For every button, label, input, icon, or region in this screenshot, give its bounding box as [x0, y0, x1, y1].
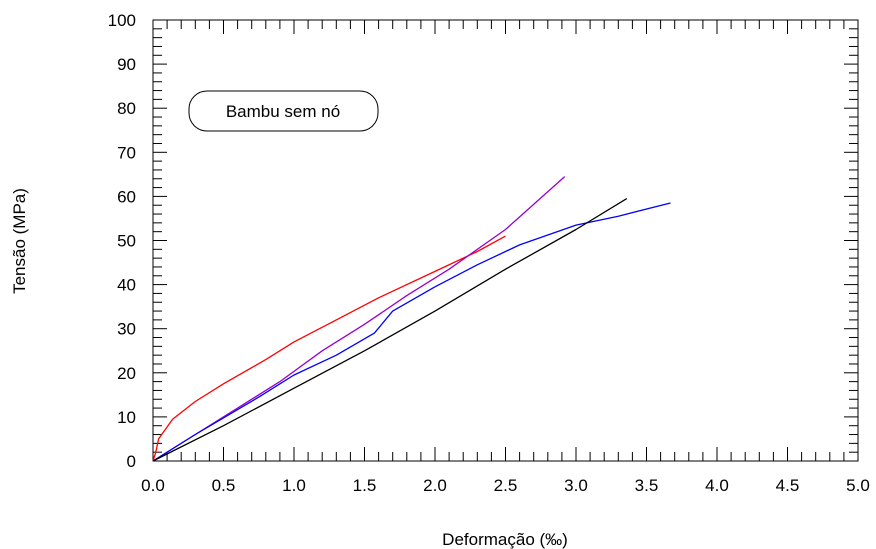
y-tick-label: 10: [117, 408, 136, 427]
y-axis-title: Tensão (MPa): [10, 188, 29, 294]
y-tick-label: 90: [117, 55, 136, 74]
x-tick-label: 5.0: [846, 476, 870, 495]
y-tick-label: 20: [117, 364, 136, 383]
x-tick-label: 4.5: [776, 476, 800, 495]
annotation-box: Bambu sem nó: [188, 90, 379, 132]
x-tick-label: 1.0: [282, 476, 306, 495]
y-tick-label: 100: [108, 11, 136, 30]
y-tick-label: 0: [127, 452, 136, 471]
x-tick-label: 3.0: [564, 476, 588, 495]
y-tick-label: 80: [117, 99, 136, 118]
y-tick-label: 70: [117, 143, 136, 162]
series-lines: [152, 176, 671, 462]
x-axis-ticks: 0.0 0.5 1.0 1.5 2.0 2.5 3.0 3.5 4.0 4.5 5.0: [141, 20, 870, 495]
annotation-frame: [188, 90, 379, 132]
y-tick-label: 30: [117, 320, 136, 339]
series-line-4: [152, 198, 628, 462]
series-line-2: [152, 176, 566, 462]
x-tick-label: 0.0: [141, 476, 165, 495]
x-tick-label: 3.5: [635, 476, 659, 495]
x-tick-label: 2.0: [423, 476, 447, 495]
x-tick-label: 0.5: [212, 476, 236, 495]
y-tick-label: 60: [117, 187, 136, 206]
x-tick-label: 1.5: [353, 476, 377, 495]
annotation-text: Bambu sem nó: [226, 102, 340, 121]
series-line-3: [152, 202, 671, 462]
x-axis-title: Deformação (‰): [442, 530, 568, 549]
y-tick-label: 40: [117, 276, 136, 295]
x-tick-label: 4.0: [705, 476, 729, 495]
y-tick-label: 50: [117, 232, 136, 251]
series-line-1: [152, 235, 506, 462]
y-axis-ticks: 0 10 20 30 40 50 60 70 80 90 100: [108, 11, 858, 471]
x-tick-label: 2.5: [494, 476, 518, 495]
